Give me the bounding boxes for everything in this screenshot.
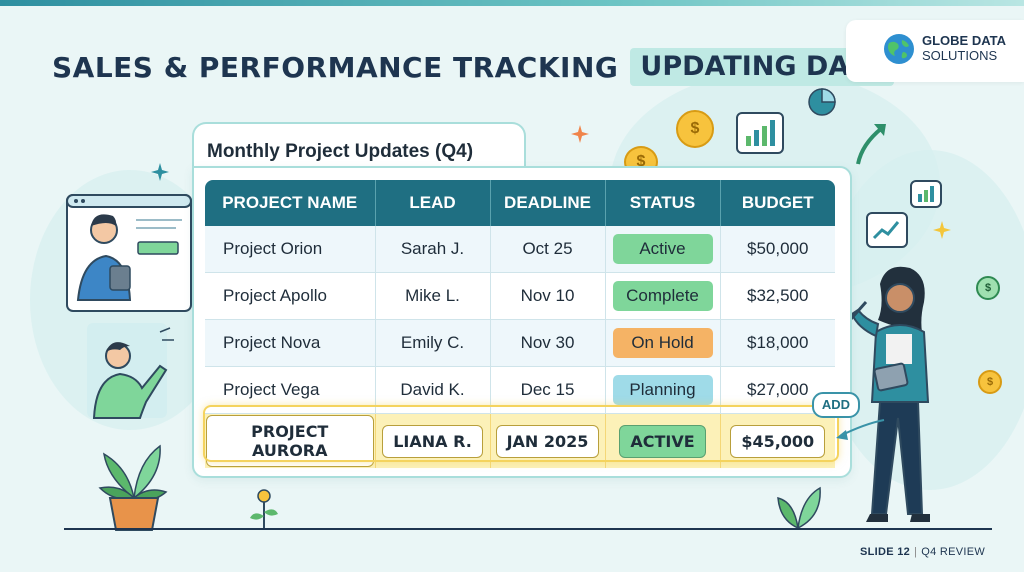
new-project-name-cell: PROJECT AURORA bbox=[205, 413, 376, 468]
new-table-row[interactable]: PROJECT AURORA LIANA R. JAN 2025 ACTIVE … bbox=[205, 413, 835, 468]
status-cell: Planning bbox=[605, 366, 721, 414]
budget-cell: $50,000 bbox=[720, 226, 835, 273]
column-header-status[interactable]: STATUS bbox=[605, 180, 721, 226]
table-row[interactable]: Project Nova Emily C. Nov 30 On Hold $18… bbox=[205, 319, 835, 367]
table-row[interactable]: Project Orion Sarah J. Oct 25 Active $50… bbox=[205, 226, 835, 273]
leaf-illustration bbox=[777, 486, 821, 530]
new-status-cell: ACTIVE bbox=[605, 413, 721, 468]
projects-table: PROJECT NAME LEAD DEADLINE STATUS BUDGET… bbox=[205, 180, 835, 468]
status-cell: On Hold bbox=[605, 319, 721, 367]
deadline-cell: Nov 30 bbox=[490, 319, 606, 367]
line-chart-icon bbox=[866, 212, 908, 248]
presenter-illustration bbox=[66, 194, 192, 312]
column-header-lead[interactable]: LEAD bbox=[375, 180, 491, 226]
project-name-cell: Project Vega bbox=[205, 366, 376, 414]
project-name-cell: Project Orion bbox=[205, 226, 376, 273]
deadline-cell: Nov 10 bbox=[490, 272, 606, 320]
top-accent-bar bbox=[0, 0, 1024, 6]
bar-chart-icon bbox=[736, 112, 784, 154]
column-header-project-name[interactable]: PROJECT NAME bbox=[205, 180, 376, 226]
woman-with-tablet-illustration bbox=[848, 266, 930, 522]
new-deadline-cell: JAN 2025 bbox=[490, 413, 606, 468]
status-badge: Planning bbox=[612, 375, 713, 405]
slide-number: SLIDE 12 bbox=[860, 546, 911, 558]
status-cell: Active bbox=[605, 226, 721, 273]
small-bar-chart-icon bbox=[910, 180, 942, 208]
lead-cell: Mike L. bbox=[375, 272, 491, 320]
slide-section: Q4 REVIEW bbox=[921, 546, 986, 558]
pointing-man-illustration bbox=[87, 323, 174, 419]
deadline-cell: Dec 15 bbox=[490, 366, 606, 414]
sparkle-icon bbox=[571, 125, 589, 143]
new-status-input[interactable]: ACTIVE bbox=[619, 424, 706, 458]
project-name-cell: Project Apollo bbox=[205, 272, 376, 320]
lead-cell: Emily C. bbox=[375, 319, 491, 367]
column-header-budget[interactable]: BUDGET bbox=[720, 180, 835, 226]
table-row[interactable]: Project Apollo Mike L. Nov 10 Complete $… bbox=[205, 272, 835, 320]
logo-text: GLOBE DATA SOLUTIONS bbox=[922, 33, 1022, 63]
deadline-cell: Oct 25 bbox=[490, 226, 606, 273]
logo-line-1: GLOBE DATA bbox=[922, 33, 1007, 48]
new-budget-cell: $45,000 bbox=[720, 413, 835, 468]
trend-arrow-icon bbox=[856, 124, 886, 165]
budget-cell: $18,000 bbox=[720, 319, 835, 367]
page-title: SALES & PERFORMANCE TRACKING bbox=[52, 50, 619, 84]
dollar-coin-icon: $ bbox=[976, 276, 1000, 300]
project-name-cell: Project Nova bbox=[205, 319, 376, 367]
footer-separator: | bbox=[914, 546, 918, 558]
new-budget-input[interactable]: $45,000 bbox=[730, 424, 826, 458]
status-badge: On Hold bbox=[612, 328, 713, 358]
dollar-coin-icon: $ bbox=[676, 110, 714, 148]
status-badge: Active bbox=[612, 234, 713, 264]
dollar-coin-icon: $ bbox=[978, 370, 1002, 394]
table-row[interactable]: Project Vega David K. Dec 15 Planning $2… bbox=[205, 366, 835, 414]
slide-footer: SLIDE 12 | Q4 REVIEW bbox=[860, 546, 985, 558]
lead-cell: David K. bbox=[375, 366, 491, 414]
header: SALES & PERFORMANCE TRACKING UPDATING DA… bbox=[52, 48, 895, 86]
pie-chart-icon bbox=[808, 88, 836, 116]
new-lead-input[interactable]: LIANA R. bbox=[382, 424, 483, 458]
budget-cell: $32,500 bbox=[720, 272, 835, 320]
potted-plant-illustration bbox=[98, 444, 168, 531]
logo-line-2: SOLUTIONS bbox=[922, 48, 998, 63]
lead-cell: Sarah J. bbox=[375, 226, 491, 273]
globe-icon bbox=[884, 34, 914, 64]
add-button[interactable]: ADD bbox=[812, 392, 860, 418]
add-arrow-icon bbox=[836, 419, 885, 440]
ground-line bbox=[64, 528, 992, 530]
sparkle-icon bbox=[933, 221, 951, 239]
card-title: Monthly Project Updates (Q4) bbox=[207, 141, 474, 162]
company-logo: GLOBE DATA SOLUTIONS bbox=[846, 20, 1024, 82]
new-lead-cell: LIANA R. bbox=[375, 413, 491, 468]
new-deadline-input[interactable]: JAN 2025 bbox=[495, 424, 600, 458]
status-badge: Complete bbox=[612, 281, 713, 311]
sparkle-icon bbox=[151, 163, 169, 181]
table-header-row: PROJECT NAME LEAD DEADLINE STATUS BUDGET bbox=[205, 180, 835, 226]
new-project-name-input[interactable]: PROJECT AURORA bbox=[206, 415, 374, 467]
column-header-deadline[interactable]: DEADLINE bbox=[490, 180, 606, 226]
flower-illustration bbox=[250, 489, 278, 528]
status-cell: Complete bbox=[605, 272, 721, 320]
